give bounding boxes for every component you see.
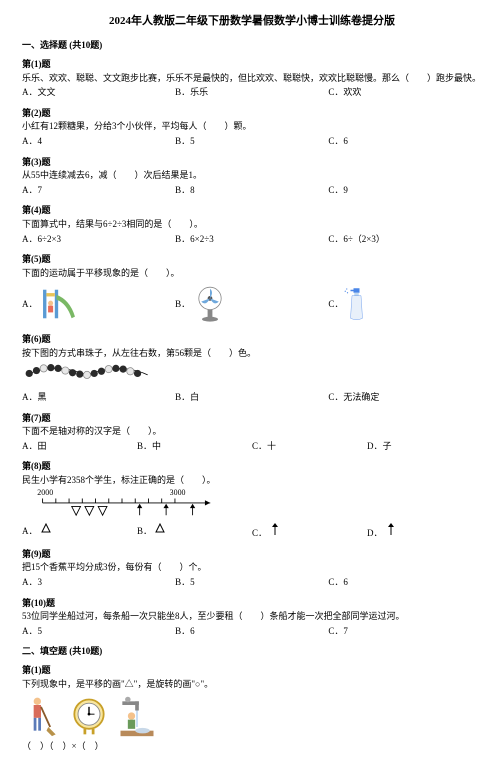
q1-text: 乐乐、欢欢、聪聪、文文跑步比赛，乐乐不是最快的，但比欢欢、聪聪快，欢欢比聪聪慢。… [22,72,482,85]
q6-options: A．黑 B．白 C．无法确定 [22,391,482,404]
q9-opt-c: C．6 [328,576,481,589]
q6-opt-b: B．白 [175,391,328,404]
fq1-text: 下列现象中，是平移的画"△"，是旋转的画"○"。 [22,678,482,691]
q8-label: 第(8)题 [22,460,482,473]
q5-image-row: A． B． C． [22,283,482,325]
ruler-end-label: 3000 [170,488,186,497]
q4-opt-b: B．6×2÷3 [175,233,328,246]
q2-opt-b: B．5 [175,135,328,148]
question-2: 第(2)题 小红有12颗糖果，分给3个小伙伴，平均每人（ ）颗。 A．4 B．5… [22,107,482,148]
q7-opt-d: D．子 [367,440,482,453]
question-6: 第(6)题 按下图的方式串珠子，从左往右数，第56颗是（ ）色。 A．黑 B．白… [22,333,482,403]
q2-text: 小红有12颗糖果，分给3个小伙伴，平均每人（ ）颗。 [22,120,482,133]
q7-options: A．田 B．中 C．十 D．子 [22,440,482,453]
q3-options: A．7 B．8 C．9 [22,184,482,197]
ruler-start-label: 2000 [37,488,53,497]
q9-opt-a: A．3 [22,576,175,589]
q6-label: 第(6)题 [22,333,482,346]
q2-opt-c: C．6 [328,135,481,148]
q2-options: A．4 B．5 C．6 [22,135,482,148]
q8-options: A． B． C． D． [22,522,482,540]
q3-opt-a: A．7 [22,184,175,197]
q10-opt-c: C．7 [328,625,481,638]
sweeping-icon [22,694,60,738]
fill-question-1: 第(1)题 下列现象中，是平移的画"△"，是旋转的画"○"。 [22,664,482,753]
fq1-image-row [22,694,482,738]
number-line-icon: 2000 3000 [22,487,222,517]
q5-opt-a-label: A． [22,298,38,311]
q4-text: 下面算式中，结果与6÷2÷3相同的是（ ）。 [22,218,482,231]
q5-opt-b-label: B． [175,298,190,311]
q5-text: 下面的运动属于平移现象的是（ ）。 [22,267,482,280]
q10-opt-b: B．6 [175,625,328,638]
question-10: 第(10)题 53位同学坐船过河，每条船一次只能坐8人，至少要租（ ）条船才能一… [22,597,482,638]
q8-opt-c: C． [252,522,367,540]
triangle-icon [154,522,166,534]
q4-options: A．6÷2×3 B．6×2÷3 C．6÷（2×3） [22,233,482,246]
question-1: 第(1)题 乐乐、欢欢、聪聪、文文跑步比赛，乐乐不是最快的，但比欢欢、聪聪快，欢… [22,58,482,99]
q10-opt-a: A．5 [22,625,175,638]
q7-opt-b: B．中 [137,440,252,453]
q1-opt-c: C．欢欢 [328,86,481,99]
q1-opt-b: B．乐乐 [175,86,328,99]
arrow-up-icon [269,522,281,536]
fq1-parens: （ ）（ ）×（ ） [22,740,482,753]
q6-opt-a: A．黑 [22,391,175,404]
q9-opt-b: B．5 [175,576,328,589]
question-9: 第(9)题 把15个香蕉平均分成3份，每份有（ ）个。 A．3 B．5 C．6 [22,548,482,589]
q3-opt-c: C．9 [328,184,481,197]
q4-opt-a: A．6÷2×3 [22,233,175,246]
triangle-icon [40,522,52,534]
q9-text: 把15个香蕉平均分成3份，每份有（ ）个。 [22,561,482,574]
q7-text: 下面不是轴对称的汉字是（ ）。 [22,425,482,438]
q3-label: 第(3)题 [22,156,482,169]
q8-opt-d: D． [367,522,482,540]
q7-opt-c: C．十 [252,440,367,453]
q7-opt-a: A．田 [22,440,137,453]
faucet-icon [118,694,156,738]
q6-text: 按下图的方式串珠子，从左往右数，第56颗是（ ）色。 [22,347,482,360]
q5-opt-c-label: C． [328,298,343,311]
q6-opt-c: C．无法确定 [328,391,481,404]
clock-icon [70,694,108,738]
slide-icon [38,283,80,325]
page-title: 2024年人教版二年级下册数学暑假数学小博士训练卷提分版 [22,14,482,29]
q10-label: 第(10)题 [22,597,482,610]
q1-label: 第(1)题 [22,58,482,71]
beads-icon [22,359,152,385]
q1-opt-a: A．文文 [22,86,175,99]
q4-label: 第(4)题 [22,204,482,217]
q1-options: A．文文 B．乐乐 C．欢欢 [22,86,482,99]
q10-text: 53位同学坐船过河，每条船一次只能坐8人，至少要租（ ）条船才能一次把全部同学运… [22,610,482,623]
q10-options: A．5 B．6 C．7 [22,625,482,638]
arrow-up-icon [385,522,397,536]
q9-label: 第(9)题 [22,548,482,561]
q9-options: A．3 B．5 C．6 [22,576,482,589]
q5-label: 第(5)题 [22,253,482,266]
q8-opt-b: B． [137,522,252,540]
question-5: 第(5)题 下面的运动属于平移现象的是（ ）。 A． B． [22,253,482,325]
q7-label: 第(7)题 [22,412,482,425]
question-8: 第(8)题 民生小学有2358个学生，标注正确的是（ ）。 2000 3000 … [22,460,482,539]
section-1-header: 一、选择题 (共10题) [22,39,482,52]
question-3: 第(3)题 从55中连续减去6，减（ ）次后结果是1。 A．7 B．8 C．9 [22,156,482,197]
question-7: 第(7)题 下面不是轴对称的汉字是（ ）。 A．田 B．中 C．十 D．子 [22,412,482,453]
q2-opt-a: A．4 [22,135,175,148]
section-2-header: 二、填空题 (共10题) [22,645,482,658]
fq1-label: 第(1)题 [22,664,482,677]
q8-opt-a: A． [22,522,137,540]
q3-opt-b: B．8 [175,184,328,197]
q4-opt-c: C．6÷（2×3） [328,233,481,246]
q3-text: 从55中连续减去6，减（ ）次后结果是1。 [22,169,482,182]
spray-bottle-icon [343,283,373,325]
fan-icon [190,283,230,325]
q8-text: 民生小学有2358个学生，标注正确的是（ ）。 [22,474,482,487]
q2-label: 第(2)题 [22,107,482,120]
question-4: 第(4)题 下面算式中，结果与6÷2÷3相同的是（ ）。 A．6÷2×3 B．6… [22,204,482,245]
